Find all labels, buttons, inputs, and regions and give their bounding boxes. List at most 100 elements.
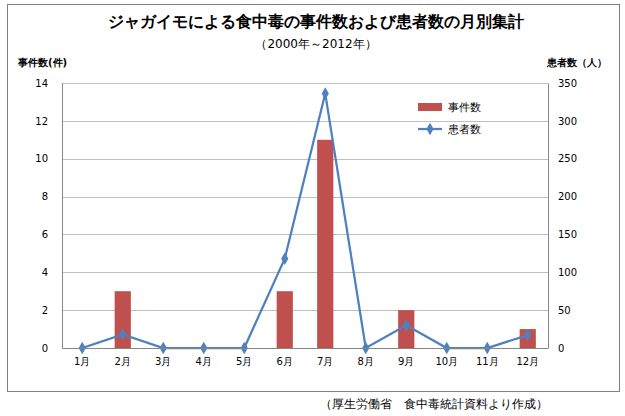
tick: 8 [42, 191, 62, 202]
tick: 2 [42, 305, 62, 316]
marker [200, 342, 207, 354]
tick-label: 12 [35, 116, 48, 127]
y-axis: 0 2 4 6 8 10 12 14 [35, 78, 62, 354]
tick: 50 [548, 305, 571, 316]
bar-series [115, 140, 536, 348]
marker [524, 329, 531, 341]
marker [119, 328, 126, 340]
subtitle: （2000年～2012年） [255, 37, 376, 51]
tick-label: 200 [558, 191, 577, 202]
legend-label: 患者数 [447, 123, 481, 136]
legend-marker [426, 123, 433, 135]
tick: 4月 [196, 356, 212, 367]
bar [317, 140, 333, 348]
tick: 1月 [74, 356, 90, 367]
bar [115, 291, 131, 348]
tick-label: 0 [558, 343, 564, 354]
tick-label: 2月 [115, 356, 131, 367]
line-series [79, 87, 532, 354]
tick: 250 [548, 153, 577, 164]
tick-label: 10 [35, 153, 48, 164]
tick: 6月 [277, 356, 293, 367]
tick-label: 50 [558, 305, 571, 316]
grid-line [62, 272, 548, 273]
bar [277, 291, 293, 348]
axis-line [63, 348, 549, 349]
tick-label: 8月 [358, 356, 374, 367]
tick-label: 1月 [74, 356, 90, 367]
grid-line [62, 348, 548, 349]
tick-label: 11月 [476, 356, 499, 367]
tick: 2月 [115, 356, 131, 367]
tick-label: 6月 [277, 356, 293, 367]
tick-label: 12月 [516, 356, 539, 367]
tick-label: 300 [558, 116, 577, 127]
x-axis: 1月 2月 3月 4月 5月 6月 7月 8月 9月 10月 11月 12月 [63, 349, 549, 368]
marker [241, 342, 248, 354]
tick: 7月 [317, 356, 333, 367]
tick-label: 9月 [398, 356, 414, 367]
legend-label: 事件数 [448, 101, 481, 114]
tick: 11月 [476, 356, 499, 367]
tick: 200 [548, 191, 577, 202]
marker [160, 342, 167, 354]
tick-label: 150 [558, 229, 577, 240]
tick-label: 5月 [236, 356, 252, 367]
tick: 0 [42, 343, 62, 354]
title: ジャガイモによる食中毒の事件数および患者数の月別集計 [108, 12, 524, 31]
tick-label: 10月 [435, 356, 458, 367]
tick-label: 250 [558, 153, 577, 164]
marker [79, 342, 86, 354]
tick: 5月 [236, 356, 252, 367]
axis-line [62, 84, 63, 349]
marker [484, 342, 491, 354]
marker [443, 342, 450, 354]
tick: 4 [42, 267, 62, 278]
tick: 12月 [516, 356, 539, 367]
tick: 12 [35, 116, 62, 127]
tick-label: 6 [42, 229, 48, 240]
tick-label: 14 [35, 78, 48, 89]
tick: 150 [548, 229, 577, 240]
legend-swatch [418, 103, 442, 111]
tick-label: 0 [42, 343, 48, 354]
source-note: （厚生労働省 食中毒統計資料より作成） [320, 397, 548, 411]
tick-label: 350 [558, 78, 577, 89]
line [82, 94, 528, 348]
y-axis-title: 事件数(件) [17, 57, 67, 68]
tick: 10月 [435, 356, 458, 367]
tick: 9月 [398, 356, 414, 367]
tick: 10 [35, 153, 62, 164]
grid-line [62, 197, 548, 198]
grid-line [62, 83, 548, 84]
grid-line [62, 121, 548, 122]
tick: 0 [548, 343, 564, 354]
marker [362, 342, 369, 354]
tick-label: 4月 [196, 356, 212, 367]
tick-label: 4 [42, 267, 48, 278]
tick: 6 [42, 229, 62, 240]
grid-line [62, 310, 548, 311]
tick-label: 2 [42, 305, 48, 316]
tick: 100 [548, 267, 577, 278]
plot-area [79, 87, 536, 354]
tick-label: 3月 [155, 356, 171, 367]
grid [62, 84, 548, 349]
grid-line [62, 159, 548, 160]
tick-label: 8 [42, 191, 48, 202]
marker [322, 87, 329, 99]
grid-line [62, 234, 548, 235]
tick-label: 7月 [317, 356, 333, 367]
y2-axis-title: 患者数（人） [546, 57, 607, 68]
axis-line [548, 84, 549, 349]
bar [520, 329, 536, 348]
legend: 事件数患者数 [418, 101, 481, 136]
tick: 8月 [358, 356, 374, 367]
marker [281, 252, 288, 264]
chart: ジャガイモによる食中毒の事件数および患者数の月別集計 （2000年～2012年） 事… [0, 0, 625, 416]
tick-label: 100 [558, 267, 577, 278]
tick: 350 [548, 78, 577, 89]
tick: 14 [35, 78, 62, 89]
chart-frame [8, 5, 620, 392]
y2-axis: 0 50 100 150 200 250 300 350 [548, 78, 577, 354]
